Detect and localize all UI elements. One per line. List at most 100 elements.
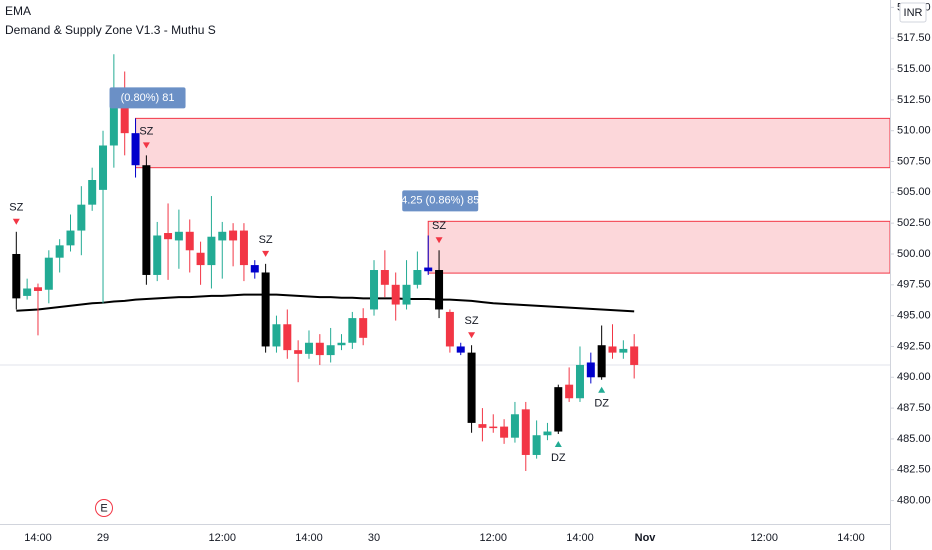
candle-body [109,91,118,146]
candle-body [456,346,465,353]
signal-label: SZ [432,220,446,232]
y-tick-label: 482.50 [897,464,931,476]
candle-body [630,346,639,365]
x-tick-label: 12:00 [479,532,507,544]
signal-label: DZ [551,452,566,464]
y-tick-label: 490.00 [897,371,931,383]
y-tick-label: 495.00 [897,310,931,322]
candle-body [478,424,487,428]
candle-body [348,318,357,343]
candle-body [597,345,606,378]
y-tick-label: 505.00 [897,186,931,198]
candle-body [66,230,75,246]
candle-body [33,287,42,291]
candle-body [272,324,281,347]
y-tick-label: 492.50 [897,340,931,352]
x-tick-label: Nov [635,532,657,544]
signal-arrow [142,142,150,149]
candle-body [380,270,389,285]
candle-body [413,270,422,285]
candle-body [359,318,368,338]
zone-label: 4.25 (0.86%) 85 [401,195,479,207]
candle-body [543,431,552,436]
y-tick-label: 507.50 [897,155,931,167]
candle-body [608,346,617,353]
candle-body [120,90,129,134]
candle-body [500,426,509,438]
candle-body [283,324,292,351]
supply-zone [135,117,891,169]
candle-body [575,364,584,399]
y-tick-label: 515.00 [897,63,931,75]
y-tick-label: 487.50 [897,402,931,414]
candle-body [131,133,140,166]
candle-body [185,231,194,251]
candle-body [532,435,541,455]
candle-body [239,230,248,266]
signal-label: SZ [139,125,153,137]
zone-label-box [402,190,479,212]
candle-body [565,384,574,399]
y-tick-label: 512.50 [897,94,931,106]
candle-body [435,270,444,310]
candle-body [12,253,21,299]
x-tick-label: 12:00 [750,532,778,544]
candle-body [164,233,173,240]
y-tick-label: 480.00 [897,494,931,506]
candle-body [391,284,400,305]
candle-body [619,348,628,353]
indicator-title: Demand & Supply Zone V1.3 - Muthu S [5,23,216,37]
event-marker [95,499,113,517]
signal-label: DZ [594,398,609,410]
x-tick-label: 30 [368,532,380,544]
y-tick-label: 485.00 [897,433,931,445]
y-tick-label: 502.50 [897,217,931,229]
signal-arrow [468,332,476,339]
signal-label: SZ [465,315,479,327]
candle-body [207,236,216,266]
candle-body [88,180,97,205]
candle-body [554,387,563,432]
candle-body [370,270,379,310]
event-marker-label: E [100,502,107,514]
signal-label: SZ [9,202,23,214]
signal-arrow [262,250,270,257]
candle-body [467,352,476,423]
candle-body [99,145,108,190]
y-tick-label: 497.50 [897,279,931,291]
y-tick-label: 517.50 [897,32,931,44]
candle-body [250,265,259,273]
candle-body [424,267,433,272]
supply-zone [427,220,891,274]
y-tick-label: 500.00 [897,248,931,260]
candle-body [142,165,151,275]
candle-body [521,409,530,455]
candle-body [326,345,335,356]
candle-body [304,342,313,354]
x-tick-label: 14:00 [566,532,594,544]
candle-body [23,288,32,296]
x-tick-label: 12:00 [208,532,236,544]
ema-line [16,293,635,313]
candle-body [55,245,64,258]
candle-body [402,284,411,305]
zone-label: (0.80%) 81 [121,92,175,104]
candle-body [294,350,303,354]
x-tick-label: 14:00 [837,532,865,544]
candle-body [196,252,205,266]
candle-body [77,204,86,231]
candle-body [315,342,324,356]
candle-body [44,257,53,290]
candle-body [261,272,270,347]
candle-body [218,231,227,241]
currency-badge [899,2,927,23]
candle-body [153,235,162,275]
signal-arrow [12,218,20,225]
candle-body [337,342,346,346]
x-tick-label: 14:00 [295,532,323,544]
signal-label: SZ [259,234,273,246]
signal-arrow [598,386,606,393]
signal-arrow [435,237,443,244]
